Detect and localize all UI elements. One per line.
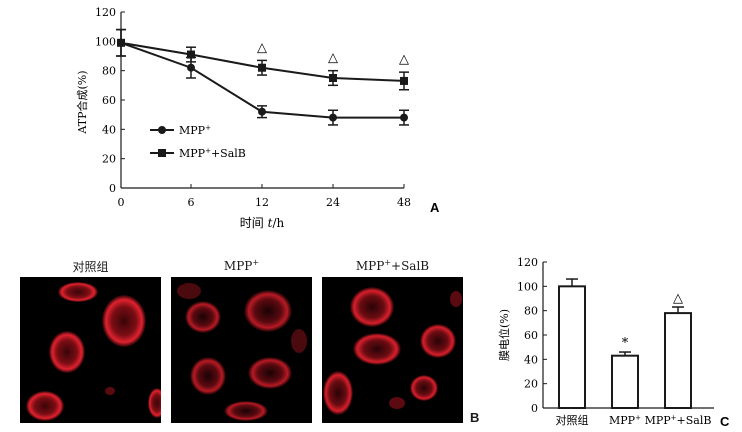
bar-chart-bars: *△: [558, 278, 692, 409]
atp-x-tick-label: 24: [326, 196, 340, 209]
atp-y-tick-label: 0: [109, 182, 116, 195]
atp-x-tick-label: 12: [255, 196, 269, 209]
atp-point-mpp-salb: [400, 76, 408, 85]
panel-letter-c: C: [720, 414, 730, 429]
atp-significance-marker: △: [399, 52, 409, 67]
micrograph-mpp: [171, 277, 312, 423]
atp-point-mpp: [329, 113, 337, 122]
atp-point-mpp-salb: [329, 74, 337, 82]
micrograph-control: [20, 277, 161, 423]
bar-y-tick-label: 80: [524, 305, 538, 318]
micrograph-title-mpp: MPP+: [223, 258, 260, 273]
atp-chart-legend: MPP+ MPP++SalB: [150, 124, 246, 160]
atp-y-tick-label: 120: [95, 6, 116, 19]
bar-y-tick-label: 0: [531, 402, 538, 415]
legend-label: MPP++SalB: [179, 147, 246, 160]
atp-y-tick-label: 40: [102, 123, 116, 136]
atp-point-mpp-salb: [117, 38, 125, 47]
atp-chart-ticks: 0 20 40 60 80 100 120 0 6 12 24 48: [95, 6, 411, 209]
bar-chart-category-labels: 对照组 MPP+ MPP++SalB: [556, 413, 712, 427]
bar-category-label: 对照组: [556, 413, 589, 427]
bar-y-tick-label: 40: [524, 353, 538, 366]
atp-y-tick-label: 80: [102, 65, 116, 78]
atp-y-axis-label: ATP合成(%): [75, 70, 89, 134]
bar-y-tick-label: 20: [524, 378, 538, 391]
atp-y-tick-label: 20: [102, 153, 116, 166]
legend-marker-circle: [158, 126, 166, 134]
panel-letter-b: B: [470, 410, 480, 425]
bar-category-label: MPP++SalB: [645, 414, 712, 427]
bar-y-tick-label: 100: [517, 280, 538, 293]
atp-line-chart: 0 20 40 60 80 100 120 0 6 12 24 48 △ △ △ MPP+ MPP++Sal…: [75, 6, 440, 230]
atp-chart-series: △ △ △: [116, 28, 409, 126]
bar-significance-marker: △: [673, 291, 683, 306]
legend-marker-square: [158, 149, 166, 157]
atp-significance-marker: △: [328, 51, 338, 66]
micrograph-title-mpp-salb: MPP++SalB: [355, 258, 430, 273]
bar-y-tick-label: 60: [524, 329, 538, 342]
bar: [558, 285, 586, 409]
atp-x-tick-label: 6: [188, 196, 195, 209]
bar-chart-ticks: 0 20 40 60 80 100 120: [517, 256, 547, 415]
atp-y-tick-label: 60: [102, 94, 116, 107]
bar-category-label: MPP+: [609, 414, 641, 427]
atp-point-mpp: [258, 107, 266, 116]
micrograph-mpp-salb: [322, 277, 463, 423]
atp-x-axis-label: 时间 t/h: [240, 216, 285, 230]
membrane-y-axis-label: 膜电位(%): [497, 309, 511, 361]
bar: [664, 312, 692, 409]
atp-chart-axes: [120, 12, 404, 189]
atp-point-mpp: [187, 63, 195, 72]
micrograph-title-control: 对照组: [72, 260, 109, 274]
atp-x-tick-label: 0: [118, 196, 125, 209]
atp-x-tick-label: 48: [397, 196, 411, 209]
bar: [611, 354, 639, 409]
atp-point-mpp: [400, 113, 408, 122]
atp-y-tick-label: 100: [95, 35, 116, 48]
bar-y-tick-label: 120: [517, 256, 538, 269]
legend-label: MPP+: [179, 124, 211, 137]
atp-significance-marker: △: [257, 40, 267, 55]
bar-significance-marker: *: [622, 336, 629, 351]
panel-letter-a: A: [430, 200, 440, 215]
atp-point-mpp-salb: [258, 63, 266, 72]
atp-point-mpp-salb: [187, 50, 195, 59]
